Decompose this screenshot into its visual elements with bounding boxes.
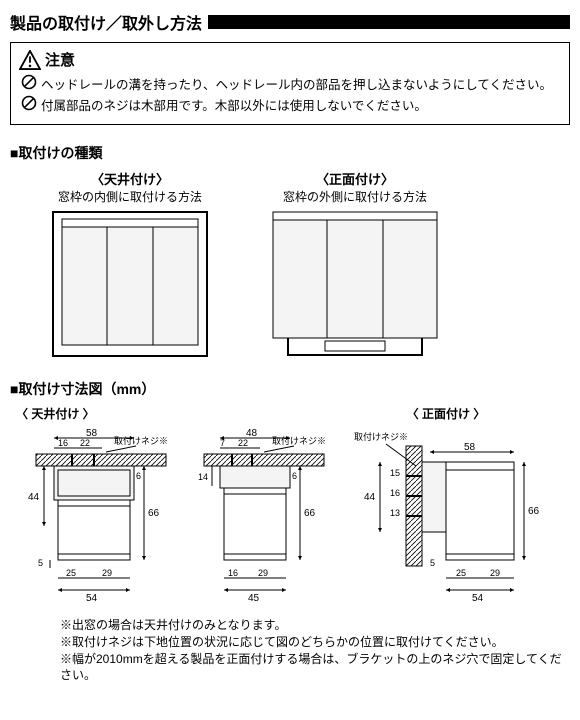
svg-text:5: 5 (430, 558, 435, 568)
footnotes: ※出窓の場合は天井付けのみとなります。 ※取付けネジは下地位置の状況に応じて図の… (60, 617, 570, 684)
type-front-title: 〈正面付け〉 (270, 169, 440, 188)
svg-text:25: 25 (66, 568, 76, 578)
svg-text:22: 22 (80, 438, 90, 448)
mounting-types: 〈天井付け〉 窓枠の内側に取付ける方法 〈正面付け〉 窓枠の外側に取付ける方法 (50, 169, 570, 359)
svg-text:54: 54 (472, 593, 484, 604)
svg-text:取付けネジ※: 取付けネジ※ (272, 436, 326, 446)
note-line: ※出窓の場合は天井付けのみとなります。 (60, 617, 570, 634)
svg-text:22: 22 (238, 438, 248, 448)
svg-text:15: 15 (390, 468, 400, 478)
svg-text:16: 16 (228, 568, 238, 578)
svg-text:66: 66 (528, 506, 540, 517)
warning-triangle-icon (19, 50, 41, 70)
prohibit-icon (21, 74, 37, 90)
ceiling-dim-a: 58 16 22 取付けネジ※ 44 (16, 426, 176, 606)
svg-text:44: 44 (364, 492, 376, 503)
svg-text:14: 14 (198, 472, 208, 482)
svg-text:29: 29 (102, 568, 112, 578)
note-line: ※取付けネジは下地位置の状況に応じて図のどちらかの位置に取付けてください。 (60, 634, 570, 651)
section-types-heading: ■取付けの種類 (10, 143, 570, 163)
type-ceiling-title: 〈天井付け〉 (50, 169, 210, 188)
note-line: ※幅が2010mmを超える製品を正面付けする場合は、ブラケットの上のネジ穴で固定… (60, 651, 570, 685)
type-ceiling-sub: 窓枠の内側に取付ける方法 (50, 188, 210, 205)
dim-ceiling-title: 〈 天井付け 〉 (16, 405, 336, 422)
caution-text: 付属部品のネジは木部用です。木部以外には使用しないでください。 (41, 95, 427, 114)
page-title-bar: 製品の取付け／取外し方法 (10, 10, 570, 34)
screw-label: 取付けネジ※ (114, 436, 168, 446)
dimension-diagrams: 〈 天井付け 〉 58 16 22 取付けネジ※ (16, 405, 570, 609)
svg-text:5: 5 (38, 558, 43, 568)
svg-text:58: 58 (464, 442, 476, 453)
front-dim-c: 取付けネジ※ 58 15 16 13 44 66 (346, 426, 546, 606)
ceiling-dim-b: 48 7 22 取付けネジ※ 14 66 6 16 29 (186, 426, 336, 606)
front-mount-diagram (270, 209, 440, 359)
svg-text:6: 6 (292, 471, 297, 481)
dim-front-title: 〈 正面付け 〉 (346, 405, 546, 422)
caution-text: ヘッドレールの溝を持ったり、ヘッドレール内の部品を押し込まないようにしてください… (41, 74, 552, 93)
prohibit-icon (21, 95, 37, 111)
svg-text:66: 66 (148, 508, 160, 519)
front-dim-group: 〈 正面付け 〉 取付けネジ※ 58 15 16 13 (346, 405, 546, 609)
caution-label: 注意 (45, 49, 75, 70)
ceiling-mount-diagram (50, 209, 210, 359)
page-title: 製品の取付け／取外し方法 (10, 10, 202, 34)
svg-text:7: 7 (220, 438, 225, 448)
caution-line: ヘッドレールの溝を持ったり、ヘッドレール内の部品を押し込まないようにしてください… (21, 74, 561, 93)
title-black-bar (208, 15, 570, 29)
caution-line: 付属部品のネジは木部用です。木部以外には使用しないでください。 (21, 95, 561, 114)
svg-text:29: 29 (258, 568, 268, 578)
svg-text:45: 45 (248, 593, 260, 604)
svg-text:取付けネジ※: 取付けネジ※ (354, 432, 408, 442)
svg-text:25: 25 (456, 568, 466, 578)
svg-text:54: 54 (86, 593, 98, 604)
ceiling-dim-group: 〈 天井付け 〉 58 16 22 取付けネジ※ (16, 405, 336, 606)
svg-text:29: 29 (490, 568, 500, 578)
caution-box: 注意 ヘッドレールの溝を持ったり、ヘッドレール内の部品を押し込まないようにしてく… (10, 42, 570, 125)
svg-text:44: 44 (28, 492, 40, 503)
svg-text:13: 13 (390, 508, 400, 518)
type-ceiling: 〈天井付け〉 窓枠の内側に取付ける方法 (50, 169, 210, 359)
svg-text:6: 6 (136, 471, 141, 481)
caution-heading: 注意 (19, 49, 561, 70)
svg-text:66: 66 (304, 508, 316, 519)
svg-text:16: 16 (390, 488, 400, 498)
type-front: 〈正面付け〉 窓枠の外側に取付ける方法 (270, 169, 440, 359)
section-dims-heading: ■取付け寸法図（mm） (10, 379, 570, 399)
svg-text:16: 16 (58, 438, 68, 448)
type-front-sub: 窓枠の外側に取付ける方法 (270, 188, 440, 205)
